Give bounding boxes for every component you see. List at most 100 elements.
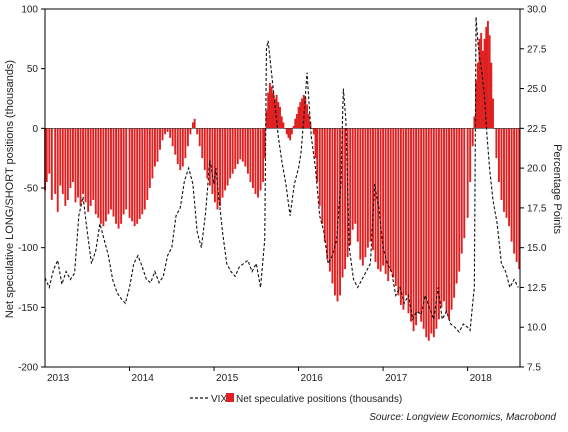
net-position-bar [326, 128, 329, 260]
net-position-bar [437, 128, 440, 320]
net-position-bar [176, 128, 179, 165]
net-position-bar [239, 128, 242, 160]
net-position-bar [402, 128, 405, 310]
net-position-bar [306, 104, 309, 129]
net-position-bar [110, 128, 112, 210]
net-position-bar [280, 116, 283, 129]
net-position-bar [79, 128, 82, 206]
net-position-bar [299, 102, 302, 129]
right-tick-label: 10.0 [527, 323, 547, 334]
net-position-bar [246, 128, 249, 174]
net-position-bar [331, 128, 334, 284]
net-position-bar [476, 62, 479, 129]
net-position-bar [450, 128, 453, 310]
net-position-bar [405, 128, 407, 296]
net-position-bar [374, 128, 377, 262]
net-position-bar [387, 128, 390, 282]
x-tick-label: 2018 [470, 373, 493, 384]
net-position-bar [279, 106, 281, 129]
net-position-bar [318, 128, 321, 206]
net-position-bar [206, 128, 209, 179]
net-position-bar [64, 128, 67, 206]
left-axis-title: Net speculative LONG/SHORT positions (th… [4, 60, 16, 318]
net-position-bar [252, 128, 254, 188]
net-position-bar [50, 128, 53, 200]
net-position-bar [61, 128, 64, 194]
net-position-bar [500, 128, 503, 200]
net-position-bar [273, 98, 276, 129]
legend-vix-label: VIX [211, 394, 227, 405]
net-position-bar [161, 128, 164, 141]
x-tick-label: 2017 [385, 373, 408, 384]
net-position-bar [234, 128, 237, 169]
net-position-bar [361, 128, 364, 266]
net-position-bar [285, 128, 288, 135]
net-position-bar [290, 128, 293, 135]
net-position-bar [458, 128, 461, 272]
net-position-bar [399, 128, 402, 305]
net-position-bar [460, 128, 463, 254]
net-position-bar [379, 128, 382, 272]
net-position-bar [277, 102, 280, 129]
vix-layer [44, 16, 519, 333]
legend-bar-swatch [226, 393, 234, 402]
net-position-bar [259, 128, 262, 191]
net-position-bar [417, 128, 420, 314]
net-position-bar [156, 128, 159, 162]
net-position-bar [254, 128, 257, 194]
net-position-bar [397, 128, 400, 296]
net-position-bar [282, 122, 285, 129]
net-position-bar [425, 128, 428, 338]
net-position-bar [480, 32, 483, 129]
legend: VIX Net speculative positions (thousands… [190, 393, 402, 405]
net-position-bar [349, 128, 352, 246]
net-position-bar [469, 128, 472, 183]
net-position-bar [495, 128, 498, 159]
net-position-bar [138, 128, 141, 220]
net-position-bar [74, 128, 77, 203]
net-position-bar [236, 128, 239, 165]
net-position-bar [216, 128, 219, 210]
net-position-bar [497, 128, 500, 183]
legend-bar-label: Net speculative positions (thousands) [236, 394, 402, 405]
net-position-bar [455, 128, 458, 284]
left-tick-label: -100 [18, 243, 38, 254]
net-position-bar [453, 128, 456, 298]
net-position-bar [179, 128, 182, 171]
net-position-bar [287, 128, 290, 138]
net-position-bar [432, 128, 435, 338]
net-position-bar [229, 128, 232, 179]
net-position-bar [369, 128, 372, 242]
net-position-bar [321, 128, 324, 224]
net-position-bar [128, 128, 131, 218]
net-position-bar [174, 128, 177, 155]
x-axis: 2013 2014 2015 2016 2017 2018 [47, 367, 492, 384]
right-tick-label: 27.5 [527, 44, 547, 55]
right-tick-label: 25.0 [527, 84, 547, 95]
right-tick-label: 20.0 [527, 164, 547, 175]
net-position-bar [445, 128, 448, 314]
x-tick-label: 2015 [216, 373, 239, 384]
net-position-bar [384, 128, 387, 274]
net-position-bar [268, 82, 271, 129]
net-position-bar [492, 98, 494, 129]
left-tick-label: 50 [27, 64, 39, 75]
vix-line [44, 16, 519, 333]
net-position-bar [136, 128, 139, 224]
net-position-bar [148, 128, 151, 188]
net-position-bar [302, 94, 305, 129]
net-position-bar [513, 128, 516, 254]
right-axis: 30.0 27.5 25.0 22.5 20.0 17.5 15.0 12.5 10.0 7.5 [520, 5, 547, 374]
net-position-bar [359, 128, 362, 260]
net-position-bar [71, 128, 74, 183]
net-position-bar [440, 128, 443, 308]
net-position-bar [171, 128, 174, 147]
net-position-bar [112, 128, 115, 217]
net-position-bar [312, 128, 315, 135]
net-position-bar [84, 128, 87, 203]
net-position-bar [435, 128, 438, 329]
net-position-bar [153, 128, 156, 167]
net-position-bar [366, 128, 369, 248]
net-position-bar [184, 128, 187, 159]
